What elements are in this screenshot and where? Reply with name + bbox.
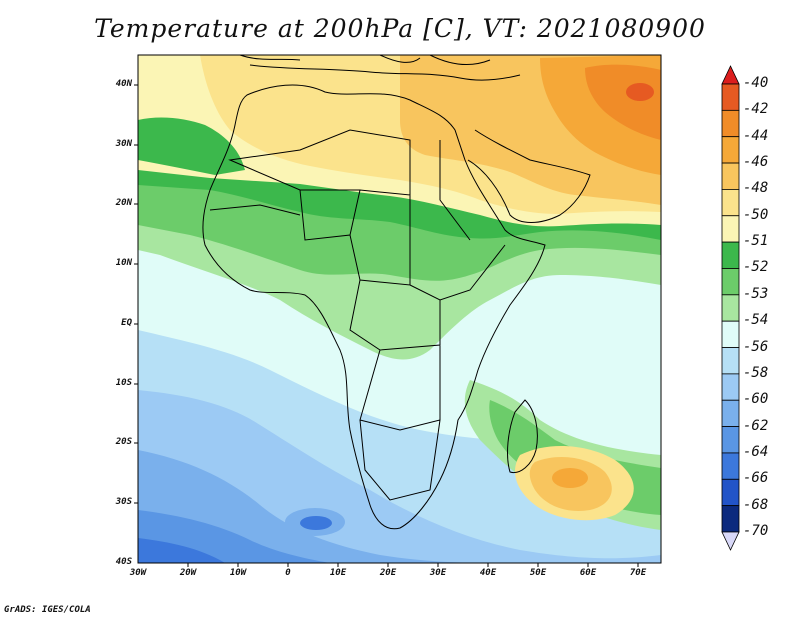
field-patch-66 [300, 516, 332, 530]
colorbar-swatch [721, 478, 740, 507]
lon-label-20w: 20W [179, 568, 197, 578]
lat-label-30s: 30S [115, 497, 132, 507]
colorbar-level-label: -42 [743, 101, 769, 118]
lon-label-70e: 70E [629, 568, 647, 578]
colorbar-level-label: -58 [743, 364, 769, 381]
colorbar-level-label: -40 [743, 75, 769, 91]
colorbar-swatch [721, 241, 740, 269]
lat-label-10n: 10N [115, 258, 132, 268]
colorbar-swatch [721, 531, 740, 551]
lon-label-10w: 10W [229, 568, 247, 578]
colorbar-swatch [721, 215, 740, 243]
lon-label-20e: 20E [379, 568, 397, 578]
lat-label-10s: 10S [115, 378, 132, 388]
colorbar-swatch [721, 65, 740, 85]
colorbar-swatch [721, 109, 740, 138]
colorbar-level-label: -66 [743, 470, 769, 487]
colorbar-swatch [721, 83, 740, 111]
colorbar-level-label: -51 [743, 233, 769, 250]
madagascar-coastline [507, 399, 538, 474]
mediterranean-coast [249, 64, 521, 81]
lon-label-60e: 60E [579, 568, 597, 578]
colorbar-swatch [721, 399, 740, 427]
colorbar-level-label: -68 [743, 496, 769, 513]
colorbar-level-label: -53 [743, 285, 769, 302]
colorbar-level-label: -64 [743, 443, 769, 460]
lon-label-40e: 40E [479, 568, 497, 578]
colorbar-swatch [721, 426, 740, 454]
lon-label-0: 0 [285, 568, 291, 578]
colorbar-swatch [721, 373, 740, 401]
colorbar [721, 65, 740, 551]
temperature-field [138, 55, 661, 563]
colorbar-level-label: -62 [743, 417, 769, 434]
lat-label-30n: 30N [115, 139, 132, 149]
arabia-coastline [467, 129, 591, 223]
colorbar-swatch [721, 294, 740, 322]
lon-label-30w: 30W [129, 568, 147, 578]
colorbar-level-label: -44 [743, 127, 769, 144]
colorbar-level-label: -52 [743, 259, 769, 276]
lat-label-20s: 20S [115, 437, 132, 447]
colorbar-swatch [721, 162, 740, 190]
colorbar-level-label: -50 [743, 206, 769, 223]
field-patch-west-green [138, 117, 245, 175]
grads-credit: GrADS: IGES/COLA [4, 605, 91, 615]
colorbar-swatch [721, 320, 740, 348]
lon-label-10e: 10E [329, 568, 347, 578]
colorbar-swatch [721, 347, 740, 375]
colorbar-swatch [721, 189, 740, 217]
chart-title: Temperature at 200hPa [C], VT: 202108090… [94, 14, 706, 43]
colorbar-swatch [721, 452, 740, 480]
lat-label-40s: 40S [115, 557, 132, 567]
axis-ticks [134, 84, 639, 567]
colorbar-swatch [721, 268, 740, 296]
colorbar-swatch [721, 505, 740, 533]
field-patch-44 [552, 468, 588, 488]
colorbar-swatch [721, 136, 740, 164]
colorbar-level-label: -48 [743, 180, 769, 197]
field-patch-40 [626, 83, 654, 101]
coastlines [202, 55, 591, 530]
map-frame [137, 54, 662, 564]
country-borders [209, 129, 506, 501]
europe-coast [239, 55, 491, 65]
lat-label-20n: 20N [115, 198, 132, 208]
colorbar-level-label: -46 [743, 154, 769, 171]
lat-label-40n: 40N [115, 79, 132, 89]
colorbar-level-label: -70 [743, 523, 769, 539]
lon-label-30e: 30E [429, 568, 447, 578]
lon-label-50e: 50E [529, 568, 547, 578]
africa-coastline [202, 84, 546, 530]
colorbar-level-label: -56 [743, 338, 769, 355]
field-band-64 [138, 538, 225, 563]
lat-label-eq: EQ [121, 318, 132, 328]
colorbar-level-label: -54 [743, 312, 769, 329]
colorbar-level-label: -60 [743, 391, 769, 408]
